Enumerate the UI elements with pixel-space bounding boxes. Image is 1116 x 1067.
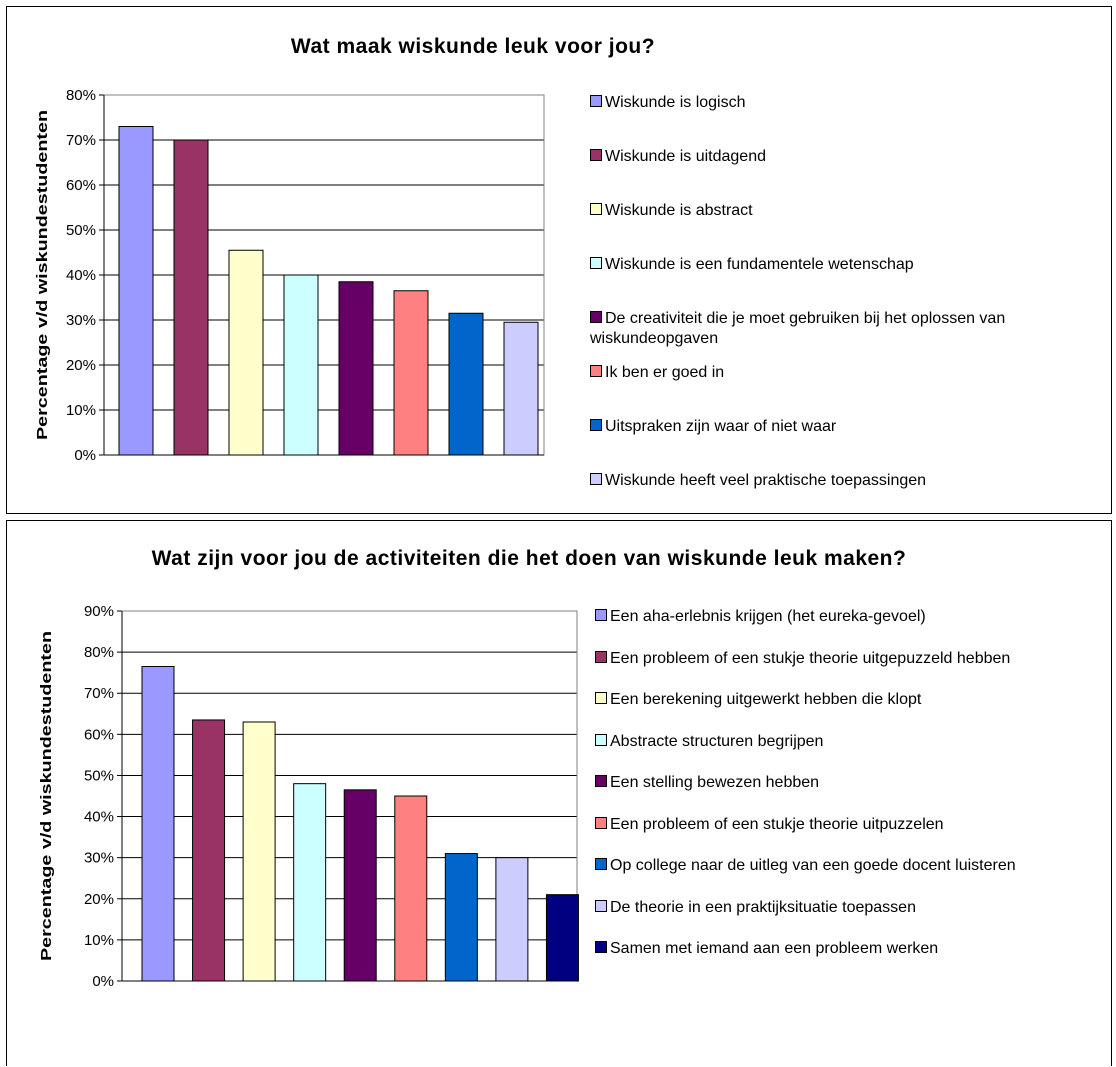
y-tick-label: 40% bbox=[66, 267, 96, 284]
legend-label: Een probleem of een stukje theorie uitpu… bbox=[610, 815, 944, 833]
legend-label: Op college naar de uitleg van een goede … bbox=[610, 857, 1016, 874]
bar bbox=[242, 721, 276, 982]
legend-item: Een berekening uitgewerkt hebben die klo… bbox=[595, 690, 921, 710]
bar bbox=[343, 789, 377, 982]
y-tick-label: 20% bbox=[66, 357, 96, 374]
y-tick-label: 70% bbox=[84, 685, 114, 702]
legend-item: De creativiteit die je moet gebruiken bi… bbox=[590, 309, 1095, 349]
legend-item: Wiskunde is een fundamentele wetenschap bbox=[590, 255, 914, 275]
legend-item: Abstracte structuren begrijpen bbox=[595, 732, 823, 752]
y-tick-label: 80% bbox=[66, 87, 96, 104]
legend-item: Ik ben er goed in bbox=[590, 363, 724, 383]
legend-swatch bbox=[590, 95, 602, 107]
legend-label: Wiskunde is abstract bbox=[605, 202, 753, 219]
legend-swatch bbox=[595, 899, 607, 912]
legend-swatch bbox=[590, 203, 602, 215]
legend-item: Een probleem of een stukje theorie uitpu… bbox=[595, 815, 944, 835]
legend-label: Een aha-erlebnis krijgen (het eureka-gev… bbox=[610, 608, 926, 625]
legend-label: Een probleem of een stukje theorie uitge… bbox=[610, 649, 1011, 667]
legend-label: Wiskunde is een fundamentele wetenschap bbox=[605, 256, 914, 273]
y-tick-label: 0% bbox=[92, 973, 114, 990]
bar bbox=[495, 857, 529, 982]
legend-swatch bbox=[595, 692, 607, 704]
legend-swatch bbox=[590, 473, 602, 485]
legend-label: Samen met iemand aan een probleem werken bbox=[610, 940, 939, 957]
legend-label: Wiskunde is logisch bbox=[605, 94, 746, 111]
legend-swatch bbox=[590, 419, 602, 431]
legend-label: Een stelling bewezen hebben bbox=[610, 774, 820, 791]
legend-swatch bbox=[595, 650, 607, 663]
legend-swatch bbox=[590, 311, 602, 323]
legend-label: Ik ben er goed in bbox=[605, 364, 725, 381]
bar bbox=[141, 666, 175, 982]
bar bbox=[448, 312, 484, 456]
legend-item: Samen met iemand aan een probleem werken bbox=[595, 939, 938, 959]
legend-label: Wiskunde is uitdagend bbox=[605, 148, 766, 165]
legend-item: Uitspraken zijn waar of niet waar bbox=[590, 417, 836, 437]
legend-swatch bbox=[590, 365, 602, 377]
y-tick-label: 60% bbox=[66, 177, 96, 194]
legend-item: Een probleem of een stukje theorie uitge… bbox=[595, 649, 1010, 669]
legend-swatch bbox=[595, 733, 607, 746]
legend-swatch bbox=[595, 941, 607, 953]
legend-label: Abstracte structuren begrijpen bbox=[610, 732, 824, 750]
legend-label: Een berekening uitgewerkt hebben die klo… bbox=[610, 691, 922, 708]
bar bbox=[338, 281, 374, 456]
y-tick-label: 20% bbox=[84, 891, 114, 908]
bar-chart-2: 0% 10% 20% 30% 40% 50% 60% 70% 80% 90% Percentage … bbox=[38, 603, 579, 990]
chart-title: Wat maak wiskunde leuk voor jou? bbox=[290, 35, 656, 58]
legend-item: Wiskunde is uitdagend bbox=[590, 147, 766, 167]
y-tick-label: 90% bbox=[84, 603, 114, 620]
chart-title: Wat zijn voor jou de activiteiten die he… bbox=[151, 547, 907, 570]
legend-item: Op college naar de uitleg van een goede … bbox=[595, 856, 1016, 876]
y-tick-label: 10% bbox=[84, 932, 114, 949]
bar bbox=[293, 783, 327, 982]
bar bbox=[545, 894, 579, 982]
bar bbox=[503, 321, 539, 456]
y-axis-label: Percentage v/d wiskundestudenten bbox=[38, 631, 55, 961]
legend-item: De theorie in een praktijksituatie toepa… bbox=[595, 898, 916, 918]
legend-item: Een stelling bewezen hebben bbox=[595, 773, 819, 793]
legend-label: De theorie in een praktijksituatie toepa… bbox=[610, 898, 916, 916]
y-tick-label: 40% bbox=[84, 809, 114, 826]
y-tick-label: 10% bbox=[66, 402, 96, 419]
y-tick-label: 50% bbox=[84, 767, 114, 784]
y-tick-label: 0% bbox=[74, 447, 96, 464]
legend-label: Wiskunde heeft veel praktische toepassin… bbox=[605, 472, 927, 489]
legend-swatch bbox=[595, 816, 607, 829]
legend-swatch bbox=[595, 609, 607, 621]
y-tick-label: 60% bbox=[84, 726, 114, 743]
bar bbox=[393, 290, 429, 456]
legend-label: De creativiteit die je moet gebruiken bi… bbox=[590, 310, 1006, 347]
legend-swatch bbox=[590, 257, 602, 269]
legend-item: Wiskunde is logisch bbox=[590, 93, 746, 113]
legend-swatch bbox=[595, 858, 607, 870]
bar bbox=[444, 853, 478, 982]
y-tick-label: 70% bbox=[66, 132, 96, 149]
legend-item: Een aha-erlebnis krijgen (het eureka-gev… bbox=[595, 607, 926, 627]
bar bbox=[118, 126, 154, 456]
legend-swatch bbox=[590, 149, 602, 161]
bar-chart-1: 0% 10% 20% 30% 40% 50% 60% 70% 80% Percentage v/d… bbox=[34, 87, 545, 464]
y-tick-label: 50% bbox=[66, 222, 96, 239]
bar bbox=[173, 139, 209, 456]
y-tick-label: 30% bbox=[84, 850, 114, 867]
legend-label: Uitspraken zijn waar of niet waar bbox=[605, 418, 837, 435]
chart-panel-2: Wat zijn voor jou de activiteiten die he… bbox=[6, 520, 1112, 1066]
y-tick-label: 30% bbox=[66, 312, 96, 329]
bar bbox=[192, 719, 226, 982]
bar bbox=[394, 795, 428, 982]
bar bbox=[228, 249, 264, 456]
y-tick-label: 80% bbox=[84, 644, 114, 661]
legend-item: Wiskunde heeft veel praktische toepassin… bbox=[590, 471, 926, 491]
legend-swatch bbox=[595, 775, 607, 787]
bar bbox=[283, 274, 319, 456]
legend-item: Wiskunde is abstract bbox=[590, 201, 753, 221]
chart-panel-1: Wat maak wiskunde leuk voor jou? 0% 10% 20… bbox=[6, 6, 1112, 514]
y-axis-label: Percentage v/d wiskundestudenten bbox=[34, 110, 51, 440]
